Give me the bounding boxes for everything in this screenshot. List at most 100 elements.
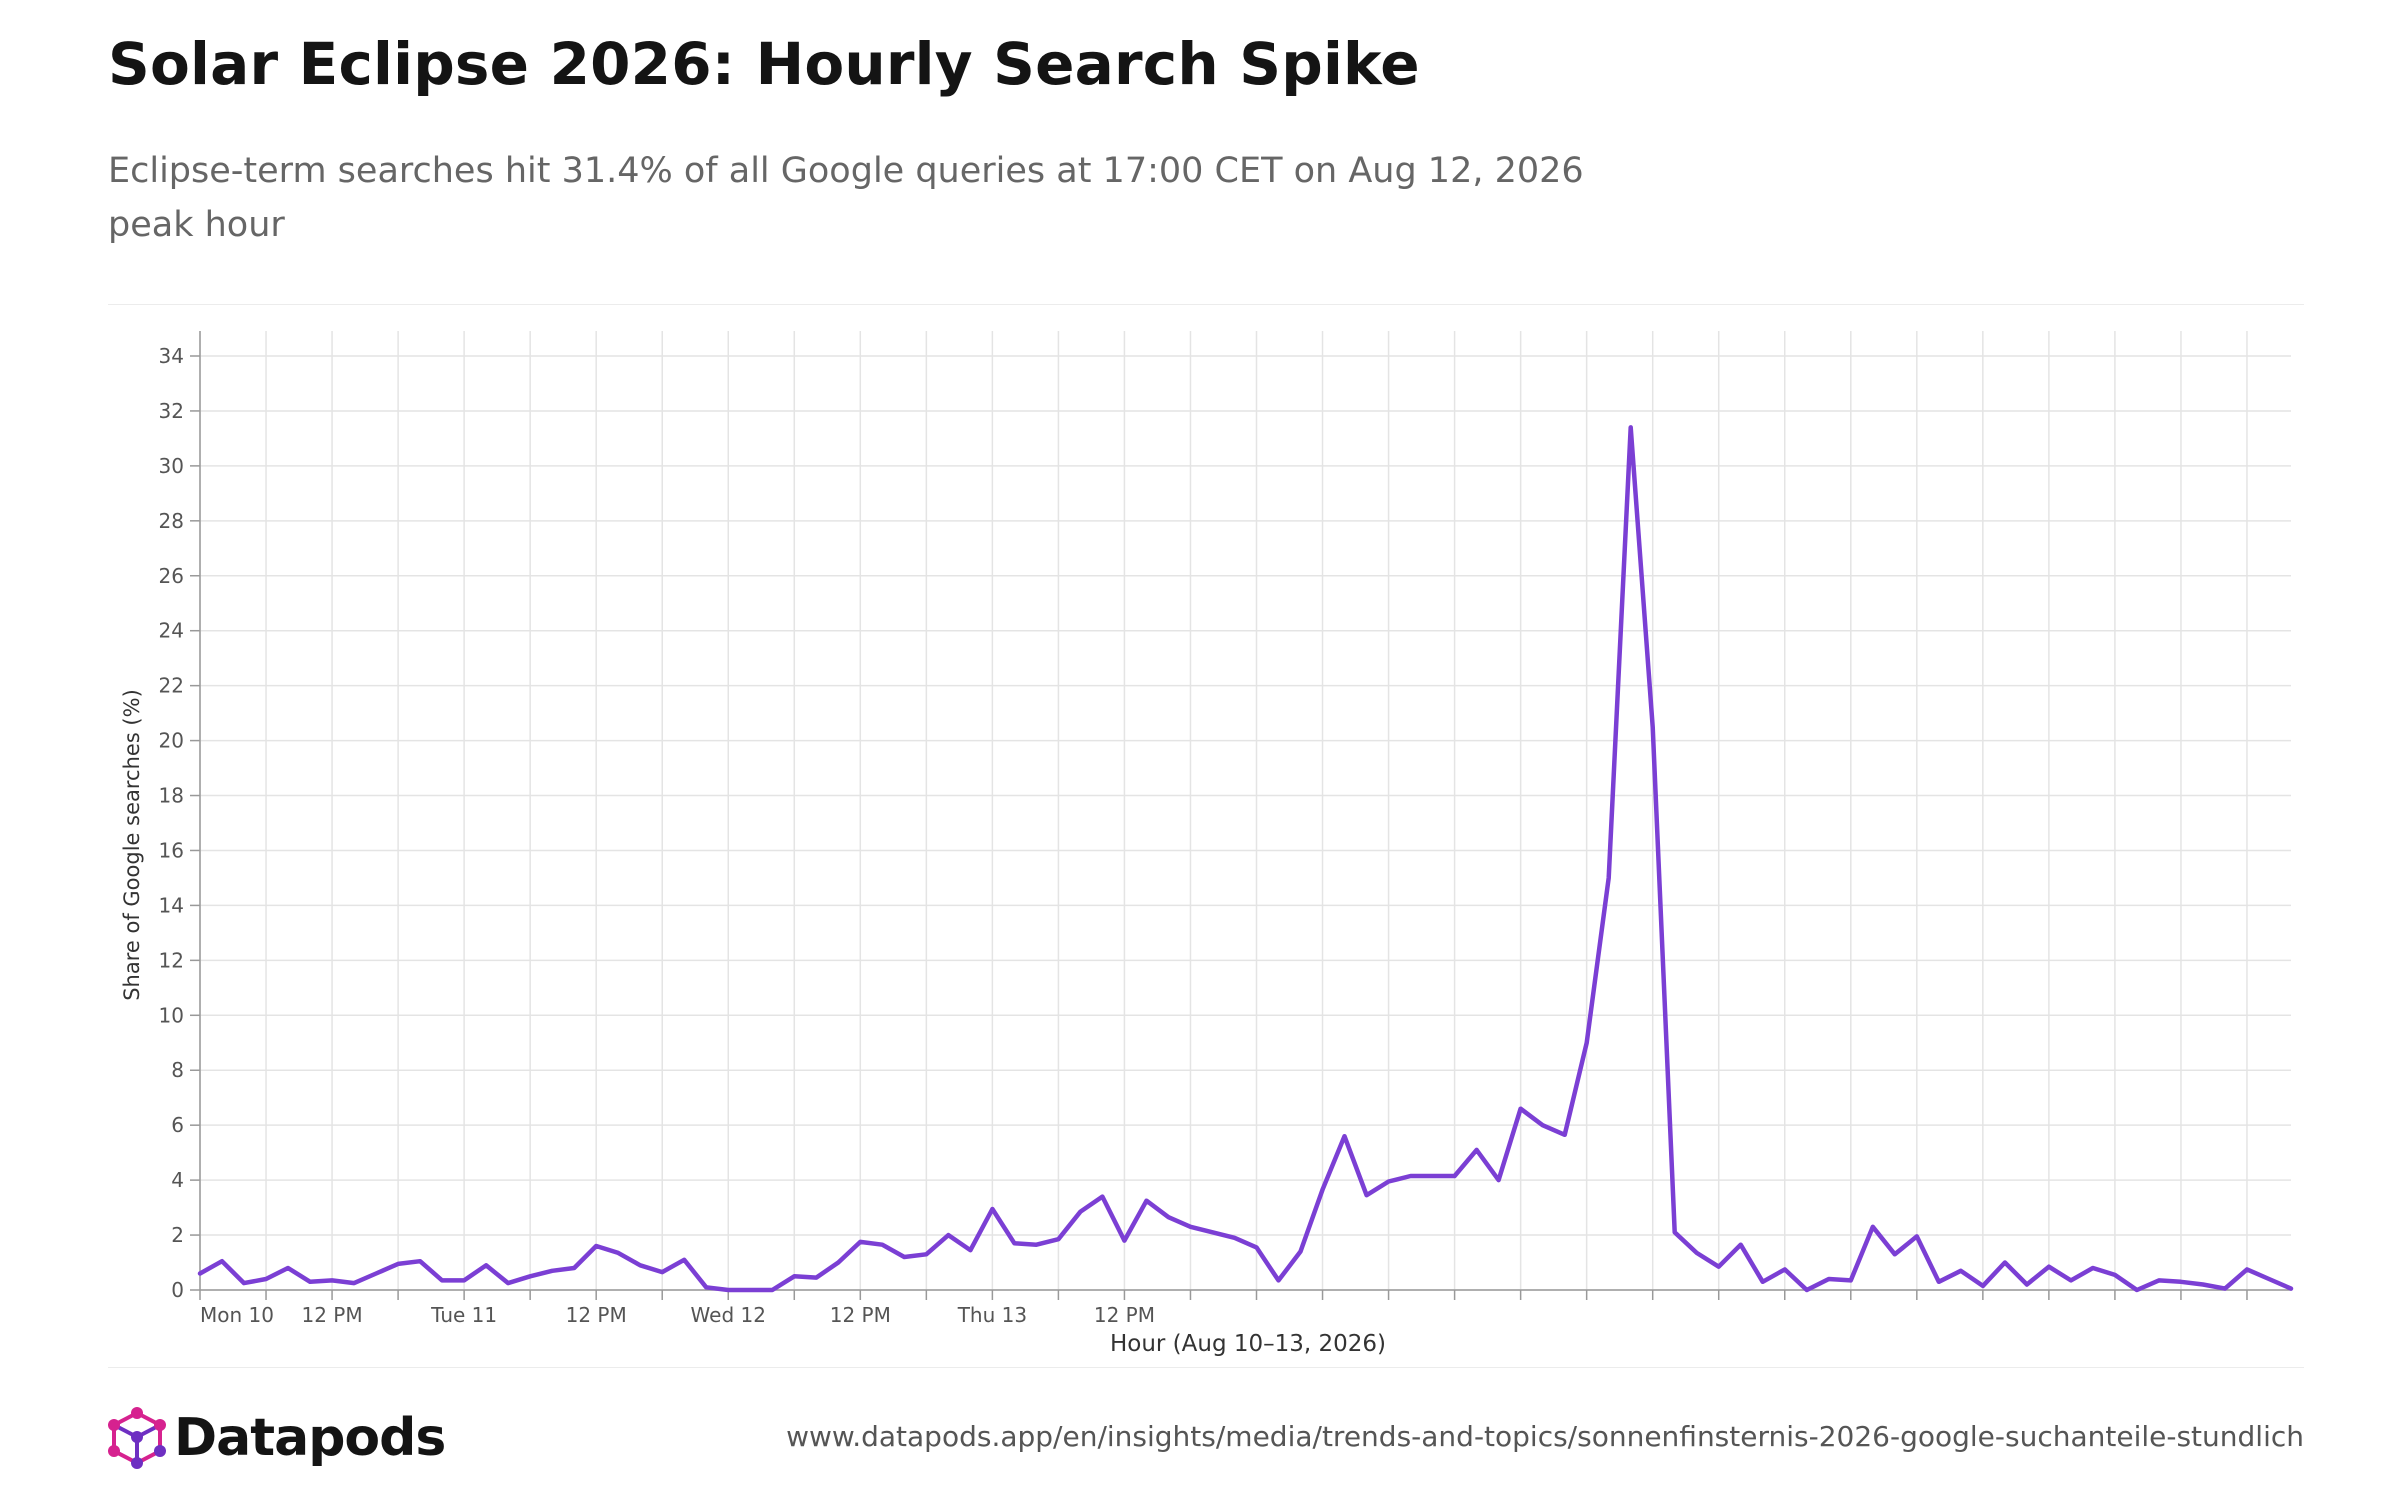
bottom-divider <box>108 1367 2304 1368</box>
x-tick-label: Thu 13 <box>957 1303 1027 1327</box>
data-point <box>2069 1278 2073 1282</box>
data-point <box>1078 1210 1082 1214</box>
data-point <box>1012 1241 1016 1245</box>
data-point <box>1607 876 1611 880</box>
data-point <box>726 1288 730 1292</box>
source-url: www.datapods.app/en/insights/media/trend… <box>786 1420 2304 1453</box>
data-point <box>220 1259 224 1263</box>
brand-logo: Datapods <box>108 1406 446 1470</box>
data-point <box>1475 1148 1479 1152</box>
y-tick-label: 12 <box>159 948 184 972</box>
data-point <box>1849 1278 1853 1282</box>
y-tick-label: 20 <box>159 729 184 753</box>
data-point <box>858 1240 862 1244</box>
data-point <box>1805 1288 1809 1292</box>
data-point <box>660 1270 664 1274</box>
datapods-logo-icon <box>108 1407 166 1469</box>
data-point <box>242 1281 246 1285</box>
data-point <box>1893 1252 1897 1256</box>
data-point <box>1100 1195 1104 1199</box>
data-point <box>1519 1107 1523 1111</box>
data-point <box>880 1243 884 1247</box>
data-point <box>1188 1225 1192 1229</box>
y-tick-label: 26 <box>159 564 184 588</box>
data-point <box>2157 1278 2161 1282</box>
data-point <box>1409 1174 1413 1178</box>
data-point <box>1981 1284 1985 1288</box>
data-point <box>1277 1278 1281 1282</box>
data-point <box>308 1280 312 1284</box>
data-point <box>616 1251 620 1255</box>
y-tick-label: 24 <box>159 619 184 643</box>
data-point <box>2201 1283 2205 1287</box>
data-point <box>682 1258 686 1262</box>
data-point <box>462 1278 466 1282</box>
x-tick-label: Mon 10 <box>200 1303 274 1327</box>
data-point <box>550 1269 554 1273</box>
data-point <box>814 1276 818 1280</box>
data-point <box>990 1207 994 1211</box>
data-point <box>704 1285 708 1289</box>
data-point <box>528 1274 532 1278</box>
data-point <box>1210 1230 1214 1234</box>
data-point <box>352 1281 356 1285</box>
y-tick-label: 30 <box>159 454 184 478</box>
data-point <box>748 1288 752 1292</box>
data-point <box>1783 1267 1787 1271</box>
y-tick-label: 32 <box>159 399 184 423</box>
data-point <box>2135 1288 2139 1292</box>
data-point <box>1739 1243 1743 1247</box>
y-tick-label: 10 <box>159 1003 184 1027</box>
data-point <box>1915 1234 1919 1238</box>
data-point <box>1056 1237 1060 1241</box>
data-point <box>1299 1250 1303 1254</box>
page-title: Solar Eclipse 2026: Hourly Search Spike <box>108 30 1420 98</box>
data-point <box>968 1248 972 1252</box>
data-point <box>2047 1265 2051 1269</box>
data-point <box>1144 1199 1148 1203</box>
data-point <box>638 1263 642 1267</box>
data-point <box>1717 1265 1721 1269</box>
data-point <box>396 1262 400 1266</box>
data-point <box>836 1261 840 1265</box>
data-point <box>1761 1280 1765 1284</box>
y-tick-label: 6 <box>171 1113 184 1137</box>
data-point <box>1453 1174 1457 1178</box>
data-point <box>1871 1225 1875 1229</box>
data-point <box>484 1263 488 1267</box>
y-tick-label: 0 <box>171 1278 184 1302</box>
data-point <box>1387 1179 1391 1183</box>
y-tick-label: 34 <box>159 344 184 368</box>
data-point <box>506 1281 510 1285</box>
data-point <box>1937 1280 1941 1284</box>
grid-lines <box>199 331 2291 1291</box>
x-axis-label: Hour (Aug 10–13, 2026) <box>1110 1331 1386 1357</box>
data-point <box>2113 1273 2117 1277</box>
data-point <box>924 1252 928 1256</box>
x-tick-label: 12 PM <box>302 1303 363 1327</box>
series-line <box>197 425 2294 1293</box>
data-point <box>2245 1267 2249 1271</box>
y-tick-label: 8 <box>171 1058 184 1082</box>
data-point <box>264 1277 268 1281</box>
x-tick-label: 12 PM <box>1094 1303 1155 1327</box>
x-tick-label: 12 PM <box>830 1303 891 1327</box>
data-point <box>1122 1239 1126 1243</box>
data-point <box>572 1266 576 1270</box>
brand-name: Datapods <box>174 1408 446 1468</box>
data-point <box>902 1255 906 1259</box>
axes <box>190 331 2291 1300</box>
data-point <box>2003 1261 2007 1265</box>
data-point <box>2223 1287 2227 1291</box>
page-subtitle: Eclipse-term searches hit 31.4% of all G… <box>108 151 1584 245</box>
data-point <box>1673 1230 1677 1234</box>
data-point <box>2091 1266 2095 1270</box>
data-point <box>1343 1134 1347 1138</box>
data-point <box>1365 1193 1369 1197</box>
x-tick-label: Wed 12 <box>691 1303 766 1327</box>
y-tick-label: 28 <box>159 509 184 533</box>
data-point <box>2179 1280 2183 1284</box>
data-point <box>1827 1277 1831 1281</box>
y-tick-label: 18 <box>159 784 184 808</box>
